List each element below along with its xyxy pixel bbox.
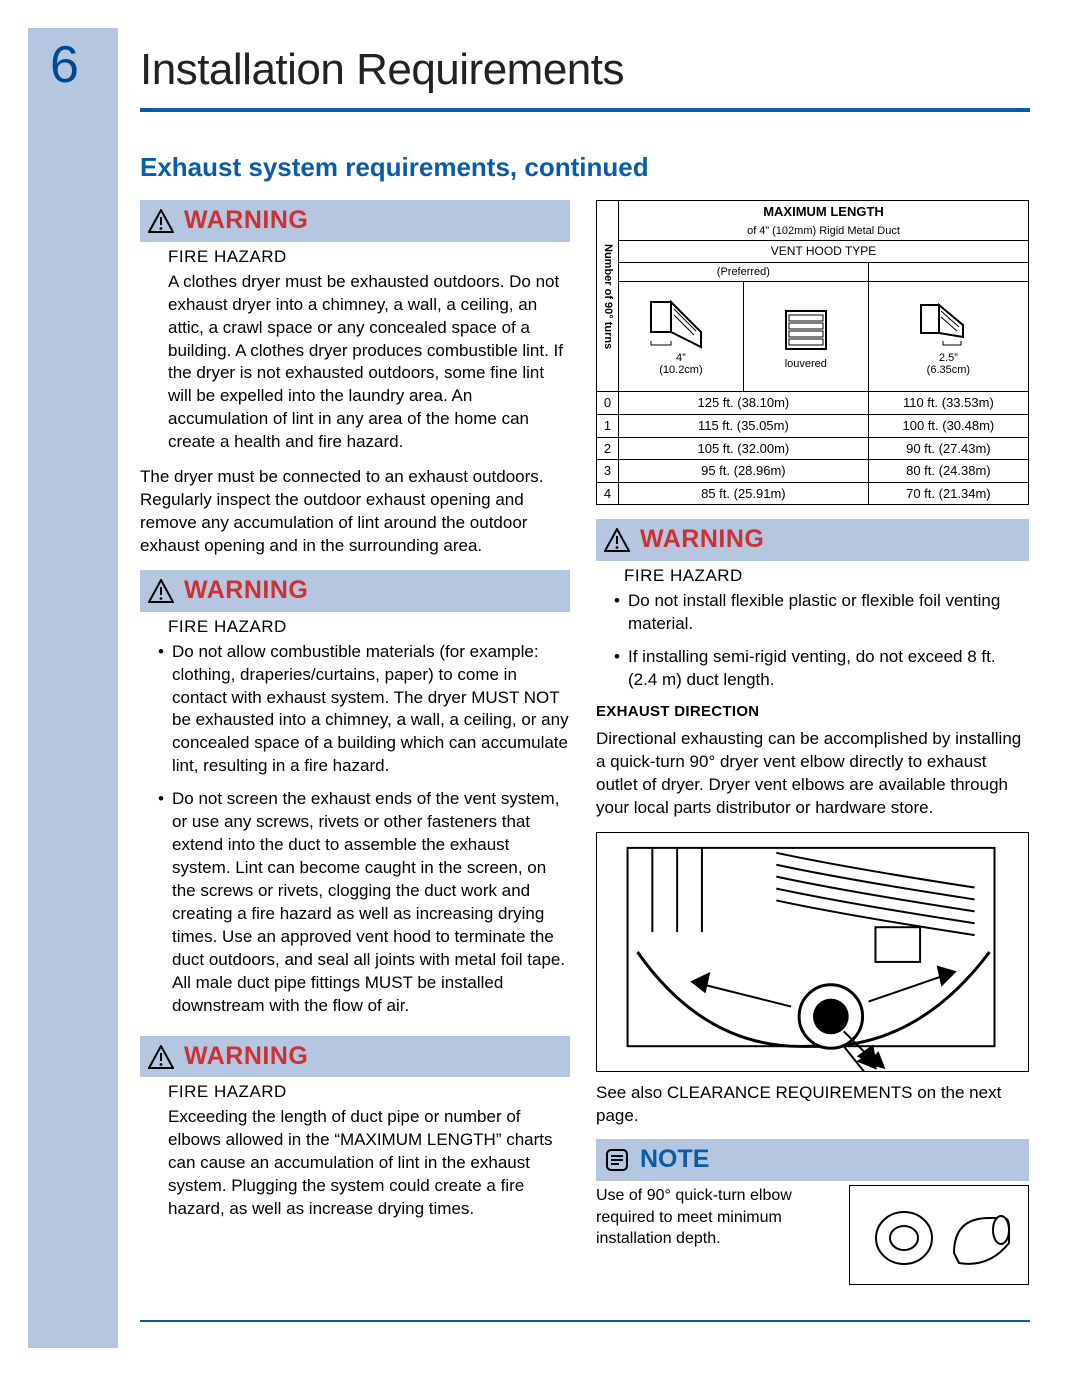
warning-triangle-icon xyxy=(148,579,174,603)
vent-hood-type-label: VENT HOOD TYPE xyxy=(619,241,1029,262)
bottom-rule xyxy=(140,1320,1030,1322)
hood-small-icon xyxy=(913,297,983,352)
warning-4-list: Do not install flexible plastic or flexi… xyxy=(614,590,1029,692)
fire-hazard-label: FIRE HAZARD xyxy=(168,246,570,269)
warning-label: WARNING xyxy=(184,1040,308,1074)
fire-hazard-label: FIRE HAZARD xyxy=(168,1081,570,1104)
warning-label: WARNING xyxy=(640,523,764,557)
elbow-parts-icon xyxy=(859,1193,1019,1278)
table-row: 2105 ft. (32.00m)90 ft. (27.43m) xyxy=(597,437,1029,460)
warning-bar-4: WARNING xyxy=(596,519,1029,561)
row-header-turns: Number of 90° turns xyxy=(597,201,619,392)
preferred-label: (Preferred) xyxy=(619,262,869,282)
sidebar-panel xyxy=(28,28,118,1348)
warning-bar-3: WARNING xyxy=(140,1036,570,1078)
warning-triangle-icon xyxy=(604,528,630,552)
page-title: Installation Requirements xyxy=(140,40,624,99)
note-icon xyxy=(604,1147,630,1173)
warning-1-text: A clothes dryer must be exhausted outdoo… xyxy=(168,271,570,455)
max-length-table: Number of 90° turns MAXIMUM LENGTH of 4”… xyxy=(596,200,1029,505)
table-row: 1115 ft. (35.05m)100 ft. (30.48m) xyxy=(597,414,1029,437)
section-title: Exhaust system requirements, continued xyxy=(140,150,649,185)
hood-type-2: louvered xyxy=(743,282,868,392)
list-item: Do not install flexible plastic or flexi… xyxy=(614,590,1029,636)
warning-2-list: Do not allow combustible materials (for … xyxy=(158,641,570,1018)
exhaust-direction-heading: EXHAUST DIRECTION xyxy=(596,702,1029,722)
table-row: 0125 ft. (38.10m)110 ft. (33.53m) xyxy=(597,392,1029,415)
list-item: Do not screen the exhaust ends of the ve… xyxy=(158,788,570,1017)
right-column: Number of 90° turns MAXIMUM LENGTH of 4”… xyxy=(596,200,1029,1285)
note-bar: NOTE xyxy=(596,1139,1029,1181)
paragraph-1: The dryer must be connected to an exhaus… xyxy=(140,466,570,558)
fire-hazard-label: FIRE HAZARD xyxy=(168,616,570,639)
list-item: If installing semi-rigid venting, do not… xyxy=(614,646,1029,692)
warning-bar-2: WARNING xyxy=(140,570,570,612)
elbow-illustration xyxy=(849,1185,1029,1285)
note-label: NOTE xyxy=(640,1143,709,1177)
hood-louvered-icon xyxy=(771,303,841,358)
table-title: MAXIMUM LENGTH of 4” (102mm) Rigid Metal… xyxy=(619,201,1029,241)
fire-hazard-label: FIRE HAZARD xyxy=(624,565,1029,588)
table-row: 485 ft. (25.91m)70 ft. (21.34m) xyxy=(597,482,1029,505)
warning-label: WARNING xyxy=(184,204,308,238)
hood-type-3: 2.5”(6.35cm) xyxy=(868,282,1028,392)
title-rule xyxy=(140,108,1030,112)
list-item: Do not allow combustible materials (for … xyxy=(158,641,570,779)
exhaust-direction-text: Directional exhausting can be accomplish… xyxy=(596,728,1029,820)
hood-type-1: 4”(10.2cm) xyxy=(619,282,744,392)
left-column: WARNING FIRE HAZARD A clothes dryer must… xyxy=(140,200,570,1233)
warning-bar-1: WARNING xyxy=(140,200,570,242)
dryer-back-diagram xyxy=(596,832,1029,1072)
hood-angled-icon xyxy=(646,297,716,352)
warning-3-text: Exceeding the length of duct pipe or num… xyxy=(168,1106,570,1221)
warning-label: WARNING xyxy=(184,574,308,608)
see-also-text: See also CLEARANCE REQUIREMENTS on the n… xyxy=(596,1082,1029,1128)
page-number: 6 xyxy=(50,30,79,100)
note-text: Use of 90° quick-turn elbow required to … xyxy=(596,1185,839,1250)
warning-triangle-icon xyxy=(148,1045,174,1069)
table-row: 395 ft. (28.96m)80 ft. (24.38m) xyxy=(597,460,1029,483)
warning-triangle-icon xyxy=(148,209,174,233)
dryer-diagram-icon xyxy=(597,833,1028,1071)
